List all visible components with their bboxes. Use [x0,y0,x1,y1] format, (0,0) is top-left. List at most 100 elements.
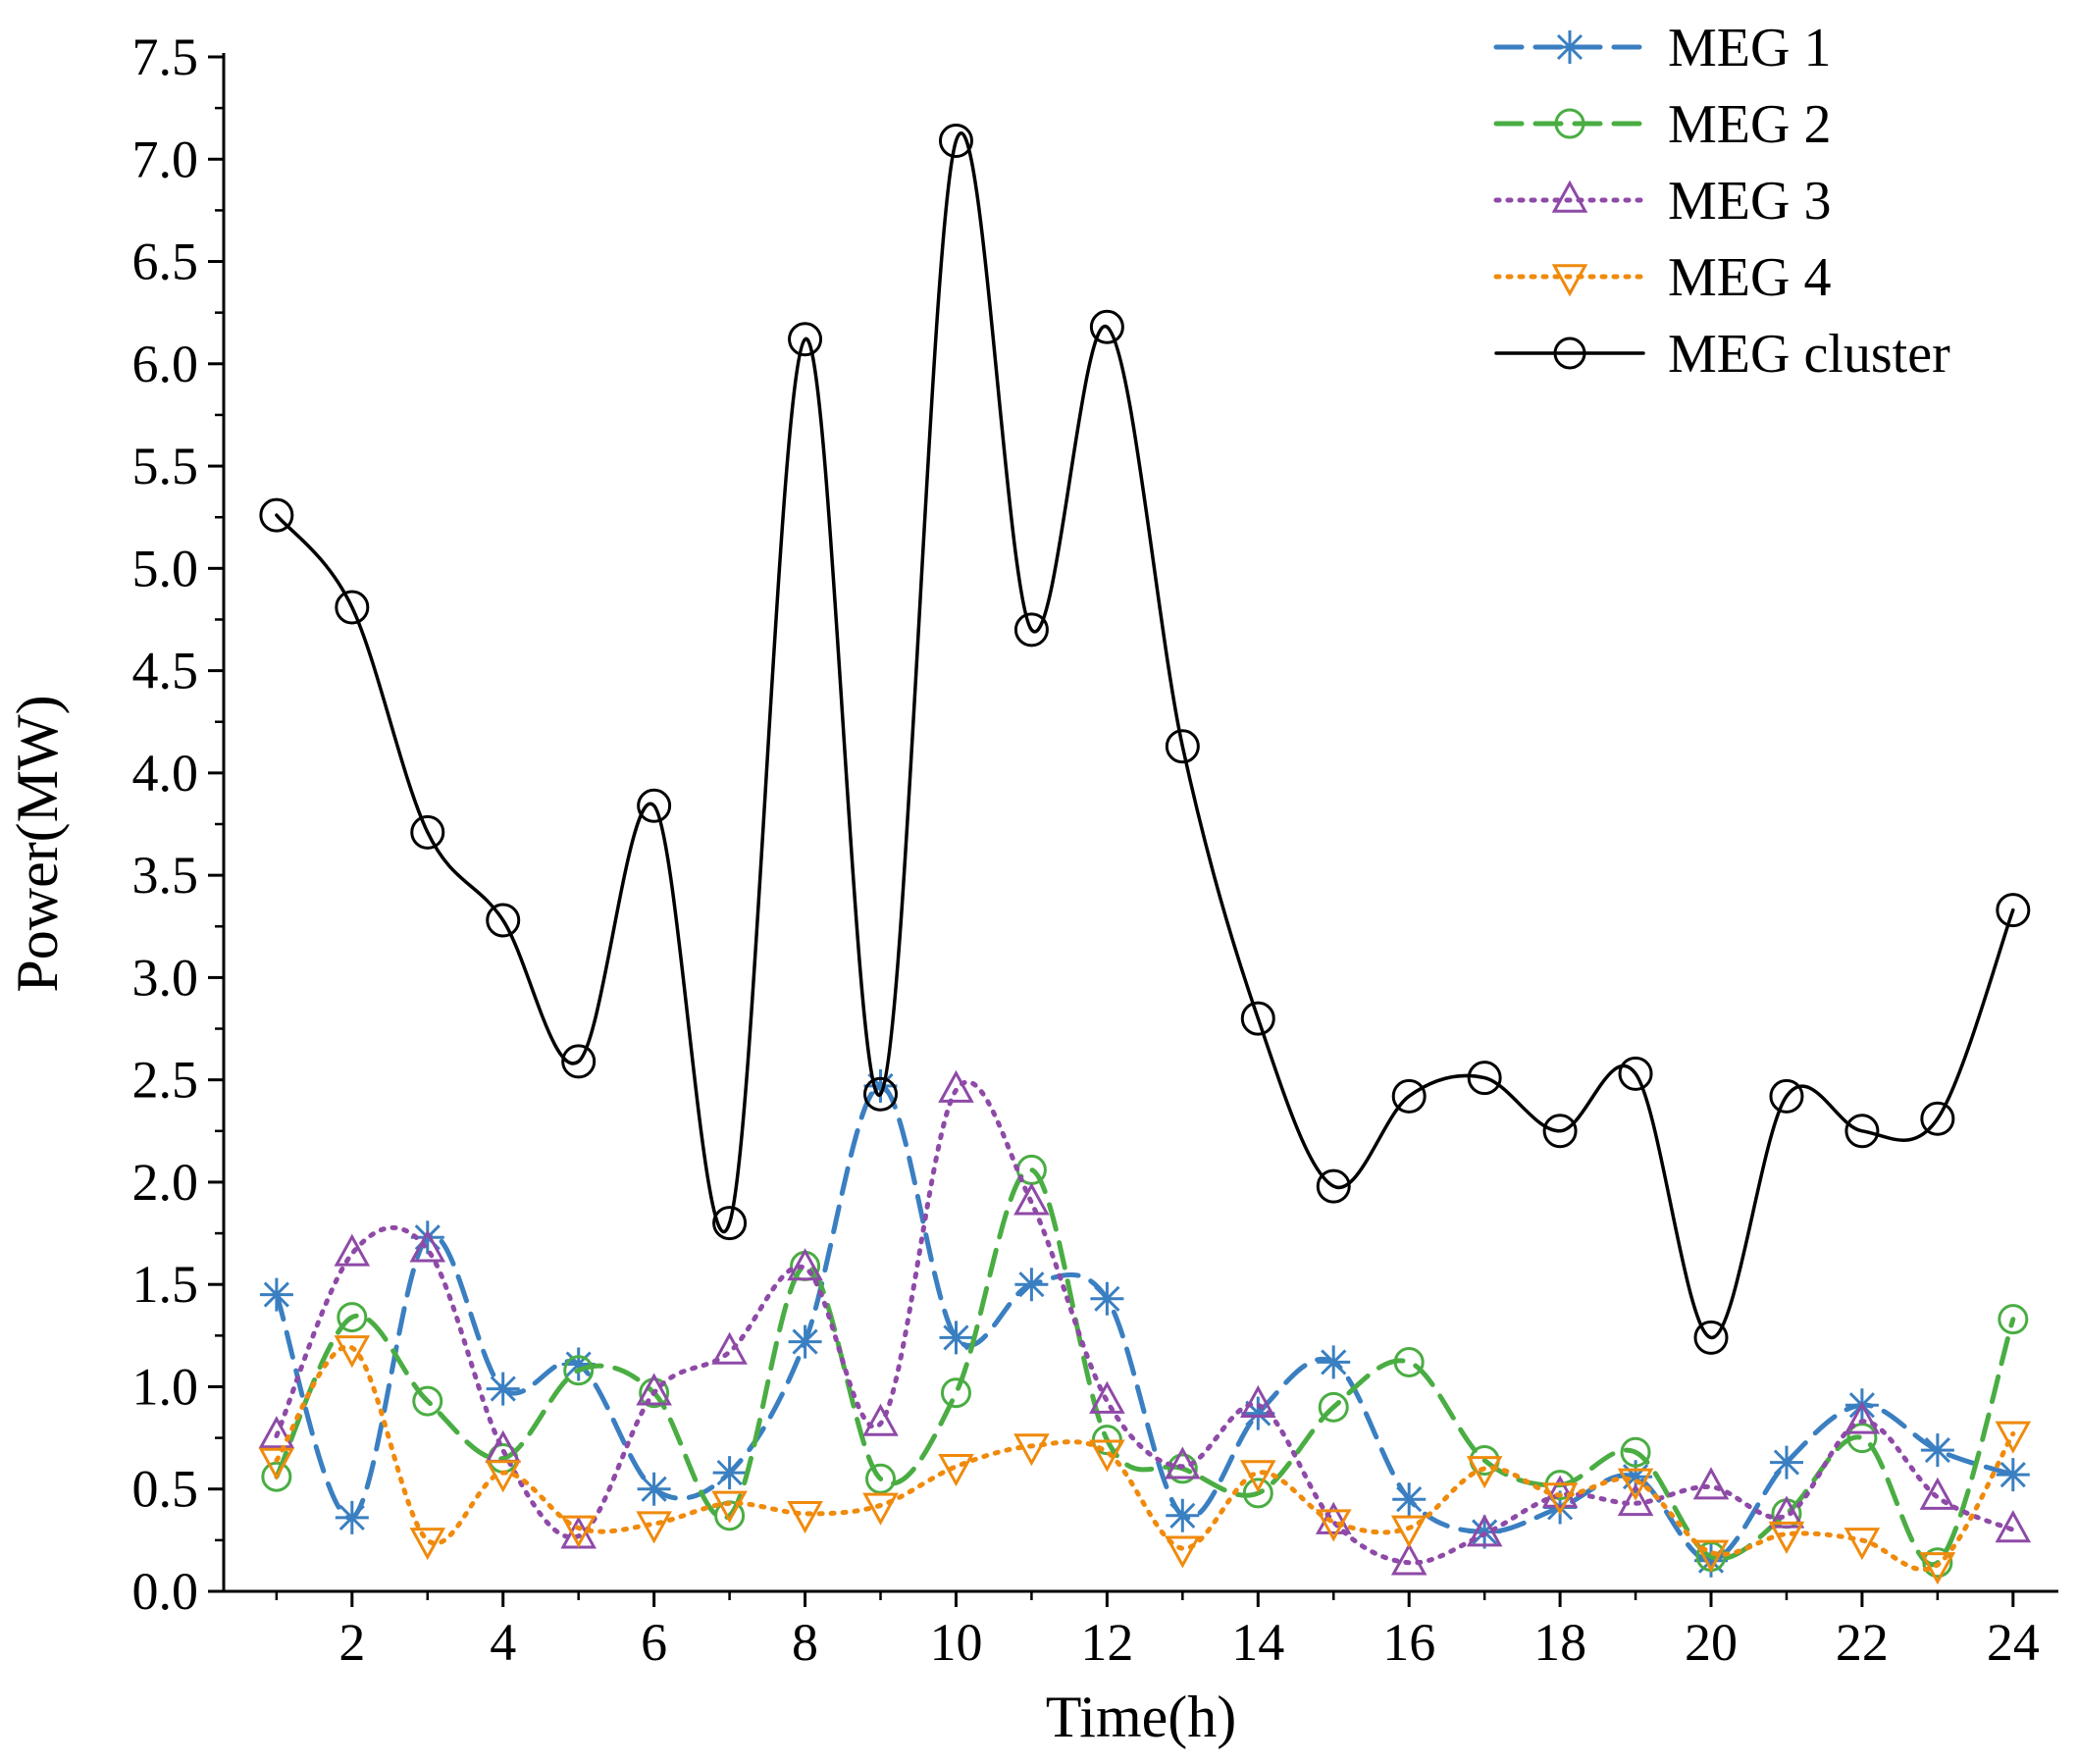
y-tick-label: 5.0 [132,539,199,597]
legend-item-meg-4: MEG 4 [1493,247,1831,308]
data-point-meg-2-24 [1998,1304,2029,1335]
data-point-meg-cluster-5 [561,1044,597,1079]
data-point-meg-1-15 [1317,1345,1351,1379]
data-point-meg-cluster-3 [410,814,445,850]
y-tick-label: 6.5 [132,233,199,291]
data-point-meg-4-18 [1541,1482,1579,1516]
legend-marker [1554,108,1585,139]
legend-item-meg-1: MEG 1 [1493,18,1831,78]
data-point-meg-3-23 [1919,1477,1956,1510]
y-tick-label: 0.5 [132,1460,199,1519]
data-point-meg-cluster-4 [486,903,521,938]
data-point-meg-2-9 [865,1463,897,1494]
data-point-meg-3-2 [334,1233,371,1267]
data-point-meg-3-24 [1995,1510,2032,1543]
data-point-meg-3-17 [1466,1514,1503,1547]
data-point-meg-3-12 [1089,1380,1125,1414]
data-point-meg-cluster-18 [1542,1114,1578,1149]
data-point-meg-1-24 [1996,1458,2030,1492]
data-point-meg-4-8 [787,1501,823,1534]
data-point-meg-cluster-6 [637,788,672,823]
series-line-meg-3 [274,1079,2016,1566]
data-point-meg-1-10 [939,1321,973,1355]
data-point-meg-3-19 [1617,1482,1654,1517]
series-meg-4 [258,1335,2032,1585]
data-point-meg-cluster-8 [788,322,823,357]
data-point-meg-2-1 [261,1461,292,1492]
y-tick-label: 1.5 [132,1255,199,1314]
data-point-meg-1-20 [1694,1543,1728,1578]
x-axis-title: Time(h) [1046,1685,1236,1749]
data-point-meg-1-8 [788,1324,822,1359]
data-point-meg-2-10 [940,1377,971,1409]
data-point-meg-3-14 [1239,1384,1276,1418]
data-point-meg-3-13 [1165,1446,1201,1479]
y-tick-label: 3.0 [132,948,199,1007]
data-point-meg-cluster-21 [1769,1078,1804,1114]
data-point-meg-3-9 [862,1403,899,1436]
y-tick-label: 0.0 [132,1562,199,1621]
data-point-meg-1-1 [259,1277,293,1312]
legend-label: MEG 3 [1668,171,1831,232]
data-point-meg-1-11 [1014,1268,1049,1302]
legend-item-meg-cluster: MEG cluster [1494,324,1950,385]
data-point-meg-4-4 [485,1460,522,1493]
y-tick-label: 7.0 [132,130,199,188]
data-point-meg-2-14 [1242,1478,1273,1509]
data-point-meg-2-5 [563,1355,595,1386]
y-tick-label: 7.5 [132,27,199,86]
x-tick-label: 14 [1231,1613,1284,1672]
y-tick-label: 2.0 [132,1153,199,1212]
data-point-meg-3-7 [711,1331,748,1365]
legend-label: MEG 1 [1668,18,1831,78]
data-point-meg-3-22 [1843,1401,1881,1434]
y-axis-title: Power(MW) [5,695,70,992]
data-point-meg-cluster-13 [1165,729,1200,764]
x-tick-label: 8 [792,1613,818,1672]
data-point-meg-cluster-23 [1920,1101,1955,1136]
data-point-meg-cluster-2 [335,590,370,625]
data-point-meg-4-14 [1239,1460,1276,1493]
axes: 0.0 0.5 1.0 1.5 2.0 2.5 3.0 3.5 4.0 4.5 5.0 5.5 6.0 6… [132,27,2058,1672]
data-point-meg-4-17 [1466,1456,1503,1489]
data-point-meg-1-13 [1166,1498,1200,1532]
data-point-meg-3-11 [1013,1182,1050,1216]
data-point-meg-2-19 [1620,1436,1651,1468]
plot-area [258,123,2032,1585]
data-point-meg-cluster-14 [1240,1001,1275,1036]
data-point-meg-cluster-12 [1089,309,1124,344]
data-point-meg-3-18 [1541,1475,1579,1508]
data-point-meg-4-1 [258,1447,295,1480]
data-point-meg-3-10 [938,1069,974,1103]
data-point-meg-4-2 [334,1335,371,1369]
x-tick-label: 10 [929,1613,982,1672]
legend: MEG 1 MEG 2 MEG 3 MEG 4 MEG cluster [1493,18,1950,385]
y-tick-label: 6.0 [132,335,199,393]
data-point-meg-4-15 [1315,1509,1352,1542]
x-tick-label: 22 [1836,1613,1889,1672]
data-point-meg-4-21 [1768,1521,1805,1554]
data-point-meg-1-16 [1392,1482,1427,1517]
data-point-meg-1-3 [410,1220,444,1255]
y-tick-label: 4.5 [132,642,199,700]
series-meg-cluster [259,123,2031,1355]
data-point-meg-2-2 [337,1302,368,1333]
data-point-meg-1-21 [1770,1445,1803,1479]
data-point-meg-2-3 [412,1385,443,1417]
legend-label: MEG 2 [1668,94,1831,155]
legend-marker [1551,180,1588,213]
data-point-meg-4-13 [1165,1535,1201,1569]
x-tick-label: 20 [1685,1613,1738,1672]
y-tick-label: 1.0 [132,1357,199,1416]
data-point-meg-4-16 [1390,1515,1428,1548]
data-point-meg-4-23 [1919,1552,1956,1585]
data-point-meg-cluster-20 [1693,1320,1729,1355]
data-point-meg-4-19 [1617,1468,1654,1501]
data-point-meg-cluster-22 [1844,1114,1880,1149]
data-point-meg-cluster-19 [1618,1056,1653,1091]
legend-marker [1551,264,1588,297]
data-point-meg-2-6 [639,1377,670,1409]
legend-item-meg-3: MEG 3 [1493,171,1831,232]
data-point-meg-cluster-7 [712,1206,748,1241]
legend-label: MEG 4 [1668,247,1831,308]
